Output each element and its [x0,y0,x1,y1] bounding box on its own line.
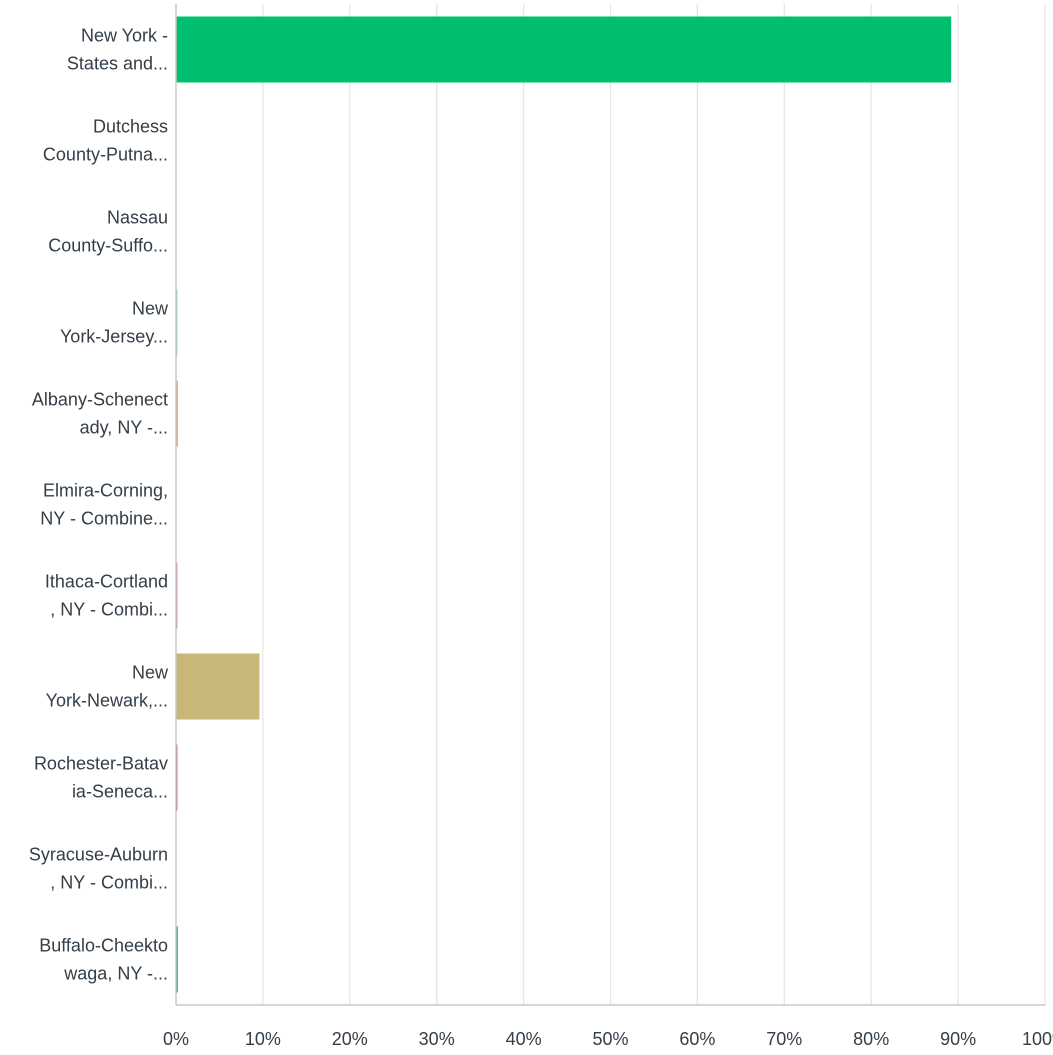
x-tick-label: 30% [419,1029,455,1049]
category-label: Dutchess [93,117,168,137]
category-label: States and... [67,54,168,74]
category-label: waga, NY -... [63,964,168,984]
gridlines [262,4,1046,1005]
category-label: Ithaca-Cortland [45,572,168,592]
x-tick-label: 80% [853,1029,889,1049]
bar [176,16,952,83]
x-tick-label: 20% [332,1029,368,1049]
category-label: York-Newark,... [46,691,168,711]
category-label: ia-Seneca... [72,782,168,802]
category-label: New [132,663,169,683]
x-tick-label: 60% [679,1029,715,1049]
x-tick-label: 40% [506,1029,542,1049]
category-label: NY - Combine... [40,509,168,529]
category-label: Rochester-Batav [34,754,168,774]
category-label: Nassau [107,208,168,228]
category-label: New York - [81,26,168,46]
category-label: , NY - Combi... [50,873,168,893]
category-label: , NY - Combi... [50,600,168,620]
x-tick-label: 90% [940,1029,976,1049]
x-tick-label: 10% [245,1029,281,1049]
bar [176,380,178,447]
bars [176,16,952,993]
x-tick-label: 0% [163,1029,189,1049]
category-label: ady, NY -... [80,418,168,438]
category-label: County-Putna... [43,145,168,165]
category-label: Syracuse-Auburn [29,845,168,865]
category-label: Albany-Schenect [32,390,168,410]
bar [176,926,178,993]
x-tick-label: 70% [766,1029,802,1049]
axes [175,4,1045,1006]
category-label: County-Suffo... [48,236,168,256]
category-label: Elmira-Corning, [43,481,168,501]
bar [176,653,260,720]
x-tick-labels: 0% 10% 20% 30% 40% 50% 60% 70% 80% 90% 100% [163,1029,1053,1049]
category-labels: New York - States and... Dutchess County-Pu… [29,26,169,984]
category-label: Buffalo-Cheekto [39,936,168,956]
category-label: New [132,299,169,319]
x-tick-label: 100% [1022,1029,1053,1049]
x-tick-label: 50% [592,1029,628,1049]
category-label: York-Jersey... [60,327,168,347]
